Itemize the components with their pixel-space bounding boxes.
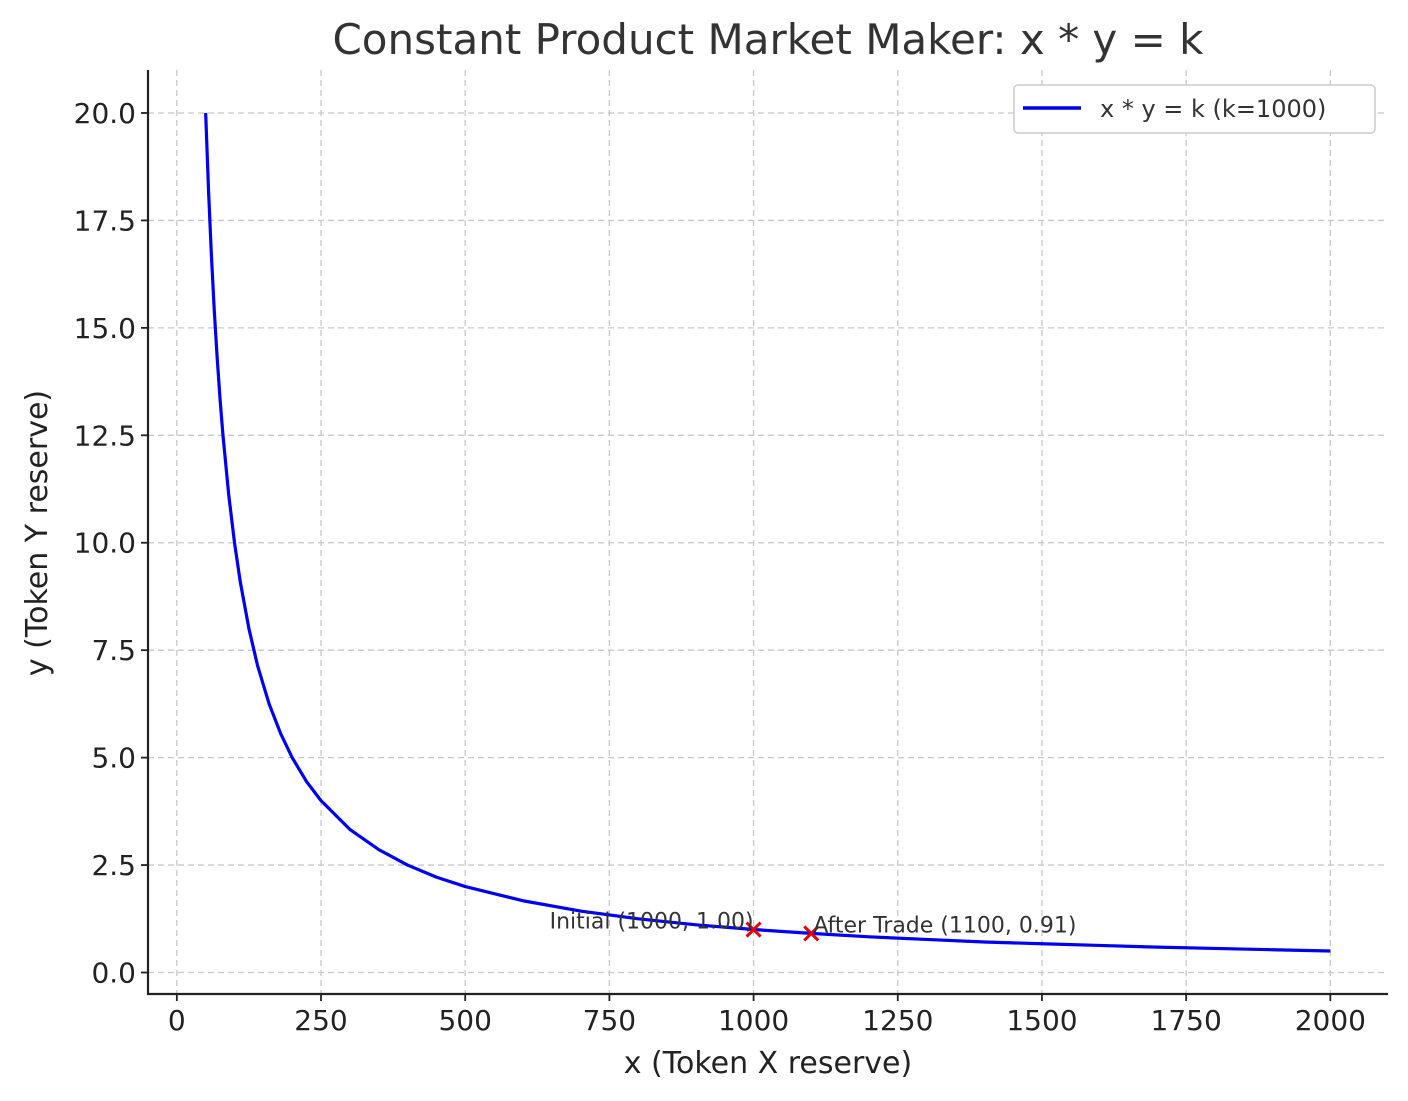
x-tick-label: 750: [583, 1004, 636, 1037]
y-tick-label: 15.0: [74, 312, 136, 345]
y-tick-label: 7.5: [91, 634, 136, 667]
x-tick-label: 0: [168, 1004, 186, 1037]
marker-stroke: [745, 921, 762, 938]
point-annotation: After Trade (1100, 0.91): [813, 913, 1076, 938]
legend-label: x * y = k (k=1000): [1100, 95, 1326, 123]
x-tick-label: 1750: [1151, 1004, 1222, 1037]
x-tick-label: 250: [294, 1004, 347, 1037]
x-axis-label: x (Token X reserve): [624, 1046, 912, 1081]
y-tick-label: 12.5: [74, 419, 136, 452]
x-tick-label: 1000: [718, 1004, 789, 1037]
legend: x * y = k (k=1000): [1013, 84, 1376, 134]
y-tick-label: 17.5: [74, 204, 136, 237]
y-axis-label: y (Token Y reserve): [20, 390, 55, 676]
point-marker: [745, 921, 762, 938]
series-line: [204, 112, 1331, 953]
x-tick-label: 2000: [1295, 1004, 1366, 1037]
marker-stroke: [803, 925, 820, 942]
y-tick-label: 0.0: [91, 957, 136, 990]
x-tick-label: 1500: [1006, 1004, 1077, 1037]
y-tick-label: 20.0: [74, 97, 136, 130]
grid: [148, 70, 1388, 994]
x-axis-ticks: 0 250 500 750 1000 1250 1500 1750 2000: [168, 994, 1366, 1037]
series-layer: [204, 112, 1331, 953]
points-layer: Initial (1000, 1.00) After Trade (1100, 0…: [550, 910, 1076, 942]
axes: [146, 70, 1388, 996]
point-marker: [803, 925, 820, 942]
y-axis-ticks: 0.0 2.5 5.0 7.5 10.0 12.5 15.0 17.5 20.0: [74, 97, 148, 990]
x-tick-label: 1250: [862, 1004, 933, 1037]
y-tick-label: 5.0: [91, 742, 136, 775]
y-tick-label: 2.5: [91, 849, 136, 882]
point-annotation: Initial (1000, 1.00): [550, 910, 754, 935]
x-tick-label: 500: [438, 1004, 491, 1037]
y-tick-label: 10.0: [74, 527, 136, 560]
legend-box: [1013, 84, 1376, 134]
chart-title: Constant Product Market Maker: x * y = k: [332, 15, 1204, 64]
axis-spines: [146, 70, 1388, 996]
